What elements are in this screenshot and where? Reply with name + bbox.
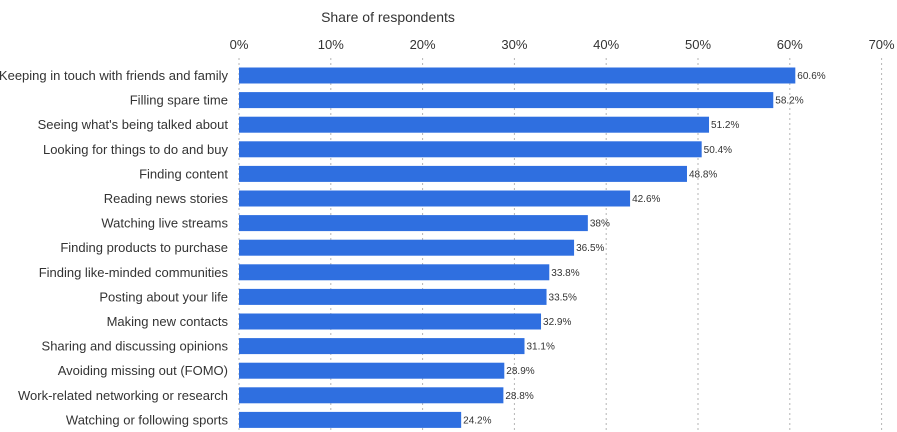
- bar: [239, 338, 525, 355]
- value-label: 33.8%: [551, 268, 579, 279]
- value-label: 51.2%: [711, 120, 739, 131]
- x-tick-label: 10%: [318, 37, 344, 52]
- category-label: Finding like-minded communities: [39, 265, 229, 280]
- bar: [239, 215, 588, 232]
- bar: [239, 288, 547, 305]
- bar: [239, 362, 505, 379]
- value-label: 28.8%: [505, 391, 533, 402]
- x-tick-label: 60%: [777, 37, 803, 52]
- bar: [239, 387, 504, 404]
- x-tick-label: 50%: [685, 37, 711, 52]
- value-label: 24.2%: [463, 415, 491, 426]
- category-label: Keeping in touch with friends and family: [0, 68, 228, 83]
- bar: [239, 92, 774, 109]
- bar: [239, 264, 550, 281]
- x-tick-label: 30%: [501, 37, 527, 52]
- value-label: 38%: [590, 219, 610, 230]
- category-label: Work-related networking or research: [18, 388, 228, 403]
- bar: [239, 190, 631, 207]
- x-tick-label: 40%: [593, 37, 619, 52]
- category-label: Watching live streams: [101, 216, 228, 231]
- bar: [239, 313, 542, 330]
- value-label: 60.6%: [797, 71, 825, 82]
- category-label: Filling spare time: [130, 93, 228, 108]
- category-label: Watching or following sports: [66, 412, 229, 427]
- category-label: Making new contacts: [107, 314, 229, 329]
- value-label: 33.5%: [549, 292, 577, 303]
- value-label: 36.5%: [576, 243, 604, 254]
- bar: [239, 239, 575, 256]
- category-label: Posting about your life: [99, 289, 228, 304]
- x-tick-label: 70%: [869, 37, 895, 52]
- value-label: 32.9%: [543, 317, 571, 328]
- category-label: Reading news stories: [104, 191, 229, 206]
- value-label: 50.4%: [704, 145, 732, 156]
- category-label: Looking for things to do and buy: [43, 142, 229, 157]
- value-label: 42.6%: [632, 194, 660, 205]
- bar: [239, 67, 796, 84]
- x-axis-ticks: 0% 10% 20% 30% 40% 50% 60% 70%: [230, 37, 895, 52]
- value-label: 58.2%: [775, 96, 803, 107]
- category-label: Finding products to purchase: [60, 240, 228, 255]
- bar: [239, 411, 462, 428]
- category-label: Avoiding missing out (FOMO): [58, 363, 228, 378]
- bar: [239, 165, 687, 182]
- x-tick-label: 0%: [230, 37, 249, 52]
- x-tick-label: 20%: [410, 37, 436, 52]
- x-axis-title: Share of respondents: [321, 9, 455, 25]
- value-labels: 60.6% 58.2% 51.2% 50.4% 48.8% 42.6% 38% 36.5% 33…: [463, 71, 826, 426]
- value-label: 48.8%: [689, 169, 717, 180]
- bar: [239, 141, 702, 158]
- category-label: Sharing and discussing opinions: [42, 339, 229, 354]
- category-label: Finding content: [139, 166, 228, 181]
- category-label: Seeing what's being talked about: [38, 117, 229, 132]
- value-label: 31.1%: [526, 342, 554, 353]
- category-labels: Keeping in touch with friends and family…: [0, 68, 228, 427]
- bars: [239, 67, 796, 428]
- value-label: 28.9%: [506, 366, 534, 377]
- bar: [239, 116, 710, 133]
